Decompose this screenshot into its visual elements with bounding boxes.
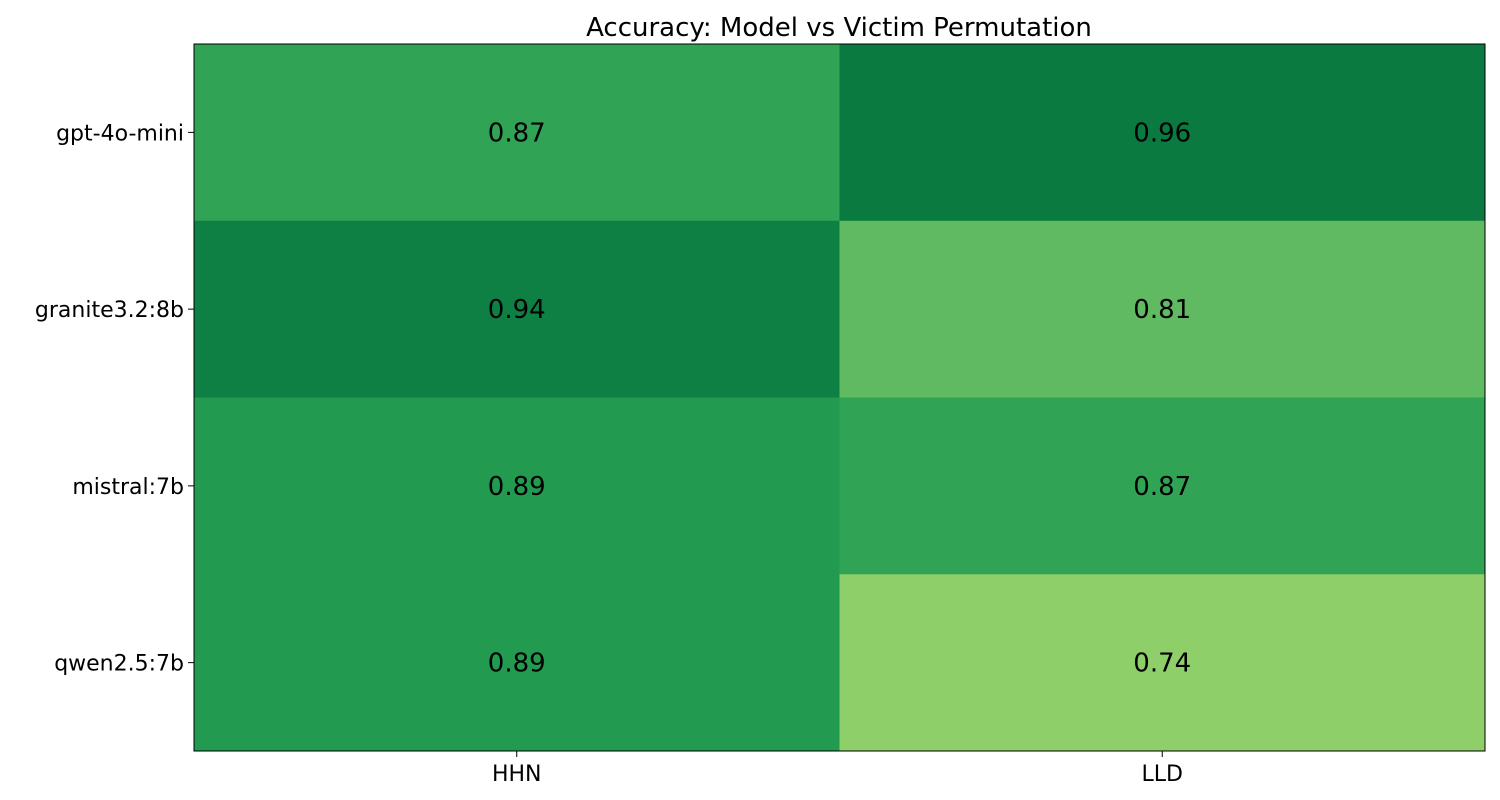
cell-value-label: 0.87 [488,118,546,148]
cell-value-label: 0.74 [1133,649,1191,679]
cell-value-label: 0.81 [1133,295,1191,325]
heatmap-cell-granite3.2:8b-HHN [194,220,840,398]
y-tick-label: qwen2.5:7b [54,652,184,677]
cell-value-label: 0.89 [488,649,546,679]
heatmap-cell-mistral:7b-LLD [839,397,1486,575]
x-axis-ticks: HHN LLD [492,751,1183,787]
chart-title: Accuracy: Model vs Victim Permutation [586,13,1092,43]
heatmap-cell-qwen2.5:7b-LLD [839,574,1486,752]
heatmap-cell-mistral:7b-HHN [194,397,840,575]
cell-value-label: 0.87 [1133,472,1191,502]
y-tick-label: granite3.2:8b [35,298,184,323]
x-tick-label: HHN [492,762,542,787]
heatmap-cell-gpt-4o-mini-LLD [839,44,1486,222]
y-axis-ticks: gpt-4o-mini granite3.2:8b mistral:7b qwen2.… [35,121,194,677]
heatmap-cells [194,44,1486,752]
cell-value-label: 0.96 [1133,118,1191,148]
y-tick-label: gpt-4o-mini [56,121,184,146]
plot-frame [193,43,1486,752]
cell-value-label: 0.89 [488,472,546,502]
x-tick-label: LLD [1142,762,1183,787]
heatmap-cell-granite3.2:8b-LLD [839,220,1486,398]
heatmap-cell-labels: 0.87 0.96 0.94 0.81 0.89 0.87 0.89 0.74 [488,118,1191,678]
heatmap-cell-qwen2.5:7b-HHN [194,574,840,752]
cell-value-label: 0.94 [488,295,546,325]
heatmap-cell-gpt-4o-mini-HHN [194,44,840,222]
y-tick-label: mistral:7b [72,475,184,500]
